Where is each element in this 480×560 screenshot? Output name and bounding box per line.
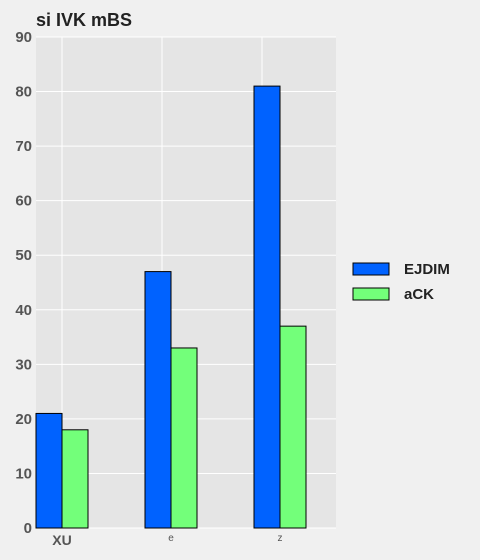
bar-aCK-XU xyxy=(61,429,89,529)
y-tick-label: 20 xyxy=(15,411,32,428)
bars xyxy=(35,85,307,529)
chart-title: si IVK mBS xyxy=(36,10,132,30)
y-tick-label: 60 xyxy=(15,193,32,210)
bar-aCK-e xyxy=(170,347,198,529)
x-axis-ticks: XU e z xyxy=(52,532,282,548)
x-tick-label: z xyxy=(278,533,283,544)
bar-EJDIM-XU xyxy=(35,412,63,529)
legend-swatch xyxy=(352,262,390,276)
x-tick-label: XU xyxy=(52,532,71,548)
legend: EJDIM aCK xyxy=(352,261,450,303)
y-axis-ticks: 0 10 20 30 40 50 60 70 80 90 xyxy=(15,29,32,537)
y-tick-label: 40 xyxy=(15,302,32,319)
y-tick-label: 30 xyxy=(15,356,32,373)
bar-aCK-z xyxy=(279,325,307,529)
bar-EJDIM-z xyxy=(253,85,281,529)
x-tick-label: e xyxy=(168,533,174,544)
legend-swatch xyxy=(352,287,390,301)
y-tick-label: 80 xyxy=(15,84,32,101)
legend-label: aCK xyxy=(404,286,434,303)
y-tick-label: 50 xyxy=(15,247,32,264)
y-tick-label: 0 xyxy=(24,520,32,537)
y-tick-label: 90 xyxy=(15,29,32,46)
y-tick-label: 10 xyxy=(15,465,32,482)
legend-label: EJDIM xyxy=(404,261,450,278)
y-tick-label: 70 xyxy=(15,138,32,155)
bar-EJDIM-e xyxy=(144,271,172,529)
